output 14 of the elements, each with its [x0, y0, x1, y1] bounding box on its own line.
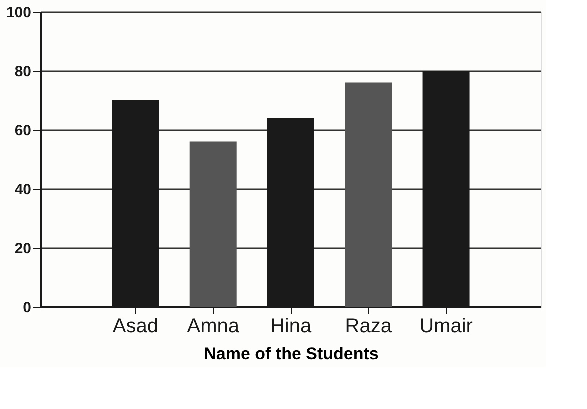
x-tick-label: Asad	[112, 316, 159, 338]
x-axis-title: Name of the Students	[204, 344, 379, 364]
bar	[190, 142, 237, 307]
y-tick-label: 20	[14, 240, 32, 258]
y-tick-label: 80	[14, 64, 32, 80]
y-tick-label: 40	[14, 182, 32, 198]
bar	[345, 82, 392, 307]
y-tick-label: 60	[14, 122, 32, 140]
x-tick-label: Hina	[270, 316, 312, 338]
x-tick-label: Raza	[345, 316, 393, 338]
x-tick-label: Umair	[420, 316, 474, 338]
y-tick-label: 0	[23, 300, 32, 316]
y-tick-label: 100	[6, 4, 32, 22]
x-tick-label: Amna	[187, 316, 240, 338]
